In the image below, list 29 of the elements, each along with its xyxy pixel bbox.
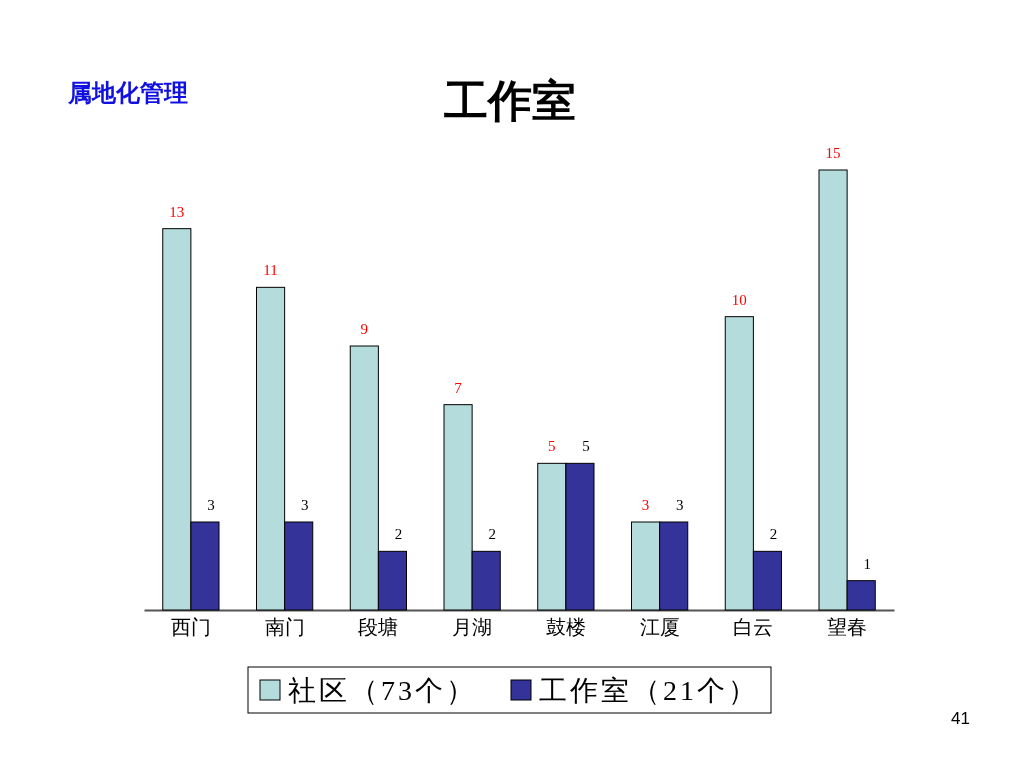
x-tick-label: 望春: [827, 616, 868, 639]
data-label: 5: [582, 438, 590, 455]
data-label: 3: [300, 497, 309, 513]
data-label: 7: [454, 379, 463, 396]
data-label: 15: [825, 145, 841, 161]
data-label: 3: [207, 497, 215, 513]
data-label: 1: [863, 555, 871, 572]
x-tick-label: 江厦: [639, 616, 680, 639]
data-label: 3: [675, 497, 684, 513]
x-tick-label: 白云: [733, 616, 774, 639]
data-label: 2: [769, 526, 778, 543]
data-label: 10: [731, 291, 747, 308]
x-tick-label: 西门: [170, 616, 211, 639]
chart-title: 工作室: [444, 76, 576, 125]
chart-subtitle: 属地化管理: [67, 79, 188, 106]
data-label: 11: [263, 262, 278, 279]
legend-label: 社区（73个）: [288, 675, 477, 707]
data-label: 9: [360, 321, 369, 337]
data-label: 3: [641, 497, 650, 513]
text: 41: [951, 709, 970, 728]
x-tick-label: 月湖: [452, 616, 493, 639]
data-label: 5: [548, 438, 556, 455]
legend-label: 工作室（21个）: [539, 675, 759, 707]
data-label: 13: [169, 203, 185, 220]
data-label: 2: [488, 526, 496, 543]
x-tick-label: 南门: [264, 616, 305, 639]
data-label: 2: [394, 526, 403, 543]
x-tick-label: 鼓楼: [545, 616, 586, 639]
x-tick-label: 段塘: [358, 616, 399, 639]
